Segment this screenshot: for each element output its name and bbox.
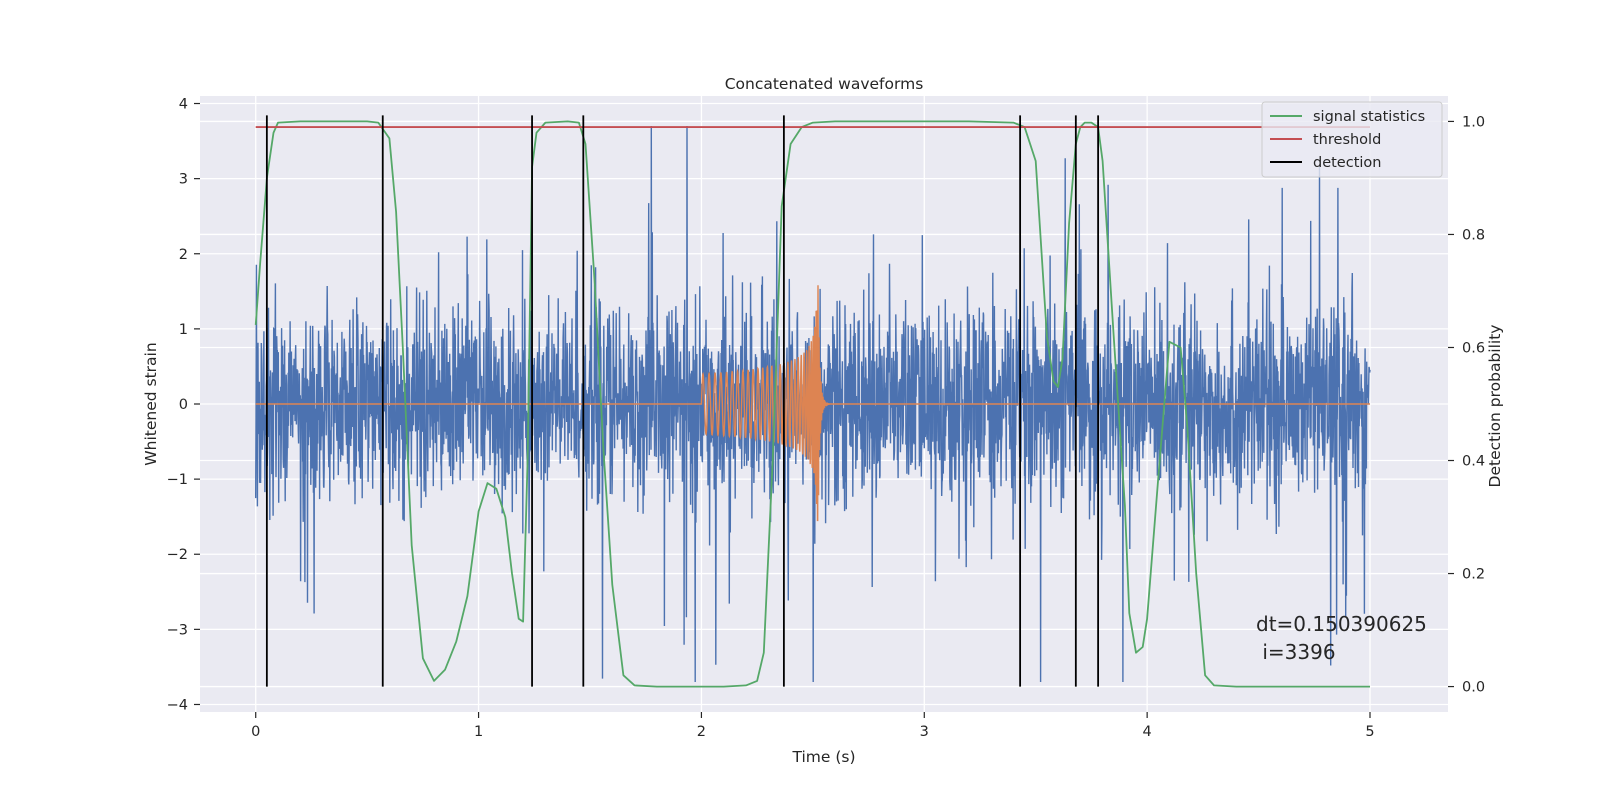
legend-label-detection: detection xyxy=(1313,155,1381,171)
x-tick-label: 0 xyxy=(251,724,260,740)
legend-label-signal-statistics: signal statistics xyxy=(1313,109,1425,125)
y-axis-label: Whitened strain xyxy=(142,342,160,465)
y2-axis-label: Detection probability xyxy=(1486,325,1504,488)
x-tick-label: 2 xyxy=(697,724,706,740)
y2-tick-label: 0.8 xyxy=(1462,227,1485,243)
annotation-dt: dt=0.150390625 xyxy=(1256,612,1427,636)
axes: 0 1 2 3 4 5 −4 −3 −2 −1 0 1 2 3 4 0.0 0.2 0.4 0.6 0.8 1.0 xyxy=(167,97,1485,740)
legend: signal statistics threshold detection xyxy=(1261,101,1443,178)
signal-statistics-series xyxy=(254,120,1370,688)
x-tick-label: 1 xyxy=(474,724,483,740)
y2-tick-label: 1.0 xyxy=(1462,114,1485,130)
y-tick-label: −3 xyxy=(167,622,188,638)
annotation-index: i=3396 xyxy=(1256,640,1336,664)
y-tick-label: 1 xyxy=(179,322,188,338)
y-tick-label: −1 xyxy=(167,472,188,488)
detection-series xyxy=(265,115,1100,687)
x-tick-label: 4 xyxy=(1143,724,1152,740)
y-tick-label: 4 xyxy=(179,97,188,113)
legend-label-threshold: threshold xyxy=(1313,132,1381,148)
x-tick-label: 5 xyxy=(1365,724,1374,740)
y2-tick-label: 0.6 xyxy=(1462,340,1485,356)
y2-tick-label: 0.2 xyxy=(1462,567,1485,583)
y-tick-label: −2 xyxy=(167,547,188,563)
y2-tick-label: 0.0 xyxy=(1462,680,1485,696)
template-series xyxy=(255,285,1370,522)
signal-statistics-line xyxy=(254,120,1370,688)
y-tick-label: 0 xyxy=(179,397,188,413)
x-tick-label: 3 xyxy=(920,724,929,740)
x-axis-label: Time (s) xyxy=(791,748,855,766)
y2-tick-label: 0.4 xyxy=(1462,454,1485,470)
y-tick-label: 3 xyxy=(179,172,188,188)
legend-box xyxy=(1261,101,1443,178)
y-tick-label: 2 xyxy=(179,247,188,263)
template-line xyxy=(255,285,1370,522)
chart-title: Concatenated waveforms xyxy=(725,75,924,93)
y-tick-label: −4 xyxy=(167,697,188,713)
